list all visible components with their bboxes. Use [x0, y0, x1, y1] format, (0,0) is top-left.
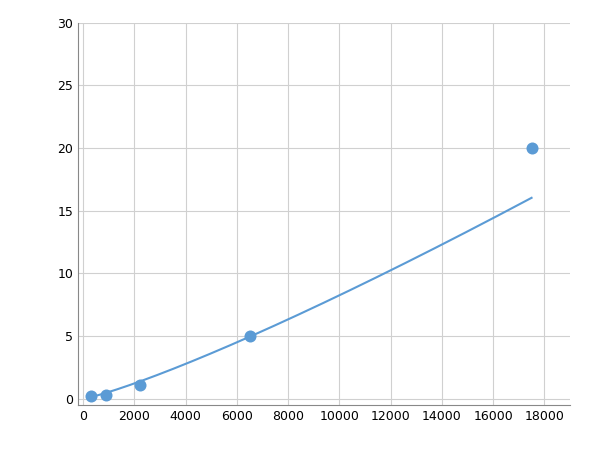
Point — [101, 392, 111, 399]
Point — [245, 333, 254, 340]
Point — [134, 381, 145, 388]
Point — [527, 144, 536, 152]
Point — [86, 392, 95, 400]
